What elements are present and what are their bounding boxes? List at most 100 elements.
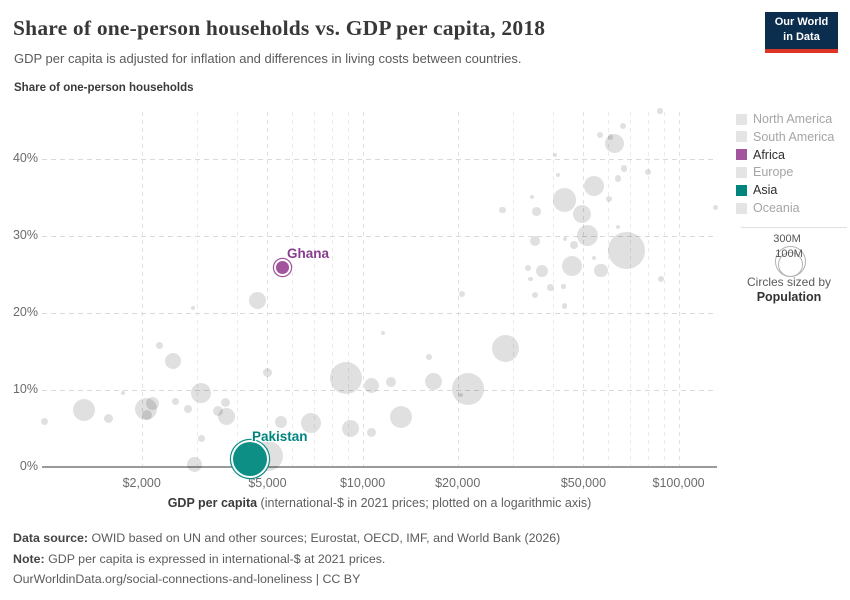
data-point[interactable] xyxy=(301,412,322,433)
data-point[interactable] xyxy=(458,392,463,398)
legend-item-oceania[interactable]: Oceania xyxy=(736,200,800,216)
data-point-pakistan[interactable] xyxy=(232,441,268,477)
data-point[interactable] xyxy=(197,434,205,442)
data-point[interactable] xyxy=(385,377,396,388)
footer-citation-link[interactable]: OurWorldinData.org/social-connections-an… xyxy=(13,572,361,586)
data-point[interactable] xyxy=(562,236,568,242)
data-point[interactable] xyxy=(562,256,582,277)
data-point[interactable] xyxy=(529,235,540,246)
data-point[interactable] xyxy=(644,168,651,175)
data-point[interactable] xyxy=(561,303,568,309)
data-point[interactable] xyxy=(164,353,181,370)
data-point[interactable] xyxy=(536,264,549,277)
data-point[interactable] xyxy=(367,428,377,438)
data-point[interactable] xyxy=(552,153,557,158)
legend-divider xyxy=(741,227,847,228)
data-point[interactable] xyxy=(657,275,665,283)
data-point[interactable] xyxy=(547,284,555,291)
data-point[interactable] xyxy=(583,176,604,197)
data-point[interactable] xyxy=(620,165,628,172)
data-point[interactable] xyxy=(524,264,531,271)
data-point[interactable] xyxy=(183,404,192,413)
data-point[interactable] xyxy=(594,263,608,278)
legend-item-label: Oceania xyxy=(753,201,800,215)
data-point[interactable] xyxy=(341,420,359,438)
data-point[interactable] xyxy=(607,232,645,269)
data-point[interactable] xyxy=(451,372,484,405)
data-point[interactable] xyxy=(141,410,152,421)
data-point[interactable] xyxy=(134,397,157,420)
x-tick-label: $100,000 xyxy=(652,476,705,490)
data-point[interactable] xyxy=(221,398,231,408)
data-point[interactable] xyxy=(190,382,211,403)
data-point[interactable] xyxy=(425,372,443,390)
data-point[interactable] xyxy=(552,188,577,212)
size-legend-circle-small xyxy=(777,251,803,277)
gridline-x-major xyxy=(678,112,680,466)
data-point[interactable] xyxy=(187,456,203,472)
data-point[interactable] xyxy=(529,194,534,199)
data-point[interactable] xyxy=(41,417,48,425)
data-point[interactable] xyxy=(570,241,579,250)
data-point[interactable] xyxy=(615,224,621,230)
legend-item-europe[interactable]: Europe xyxy=(736,164,793,180)
data-point[interactable] xyxy=(531,292,538,299)
size-legend-small-label: 100M xyxy=(775,248,803,260)
data-point[interactable] xyxy=(190,306,196,311)
footer-note-line: Note: GDP per capita is expressed in int… xyxy=(13,549,813,570)
data-point[interactable] xyxy=(275,415,288,428)
data-point[interactable] xyxy=(120,390,126,395)
data-point[interactable] xyxy=(330,362,363,395)
legend-item-north-america[interactable]: North America xyxy=(736,111,832,127)
legend-item-label: Africa xyxy=(753,147,785,162)
data-point[interactable] xyxy=(608,134,614,140)
data-point[interactable] xyxy=(491,335,519,363)
data-point[interactable] xyxy=(614,175,622,182)
data-point[interactable] xyxy=(213,406,224,417)
footer-note-text: GDP per capita is expressed in internati… xyxy=(44,551,386,566)
data-point[interactable] xyxy=(156,342,164,350)
data-point[interactable] xyxy=(712,204,719,211)
country-label-ghana[interactable]: Ghana xyxy=(286,245,329,261)
data-point[interactable] xyxy=(596,131,603,138)
legend-swatch xyxy=(736,184,747,196)
data-point[interactable] xyxy=(380,330,386,336)
data-point[interactable] xyxy=(528,276,533,282)
data-point[interactable] xyxy=(576,224,599,247)
x-tick-label: $50,000 xyxy=(560,476,607,490)
data-point[interactable] xyxy=(592,256,597,261)
data-point[interactable] xyxy=(389,405,412,428)
data-point-ghana[interactable] xyxy=(275,260,289,275)
owid-logo[interactable]: Our World in Data xyxy=(765,12,838,53)
data-point[interactable] xyxy=(364,377,380,393)
legend-item-label: Asia xyxy=(753,183,778,198)
data-point[interactable] xyxy=(171,398,179,406)
chart-subtitle: GDP per capita is adjusted for inflation… xyxy=(14,51,522,66)
data-point[interactable] xyxy=(499,206,506,214)
data-point[interactable] xyxy=(532,207,541,216)
size-caption-text: Circles sized by xyxy=(746,275,832,289)
data-point[interactable] xyxy=(73,399,96,422)
data-point[interactable] xyxy=(605,196,612,203)
gridline-x-major xyxy=(141,112,143,466)
gridline-x-major xyxy=(362,112,364,466)
data-point[interactable] xyxy=(104,413,114,423)
page-title: Share of one-person households vs. GDP p… xyxy=(13,16,546,40)
gridline-x-minor xyxy=(292,112,294,466)
legend-item-africa[interactable]: Africa xyxy=(736,147,785,163)
data-point[interactable] xyxy=(458,290,465,297)
data-point[interactable] xyxy=(425,354,432,361)
data-point[interactable] xyxy=(619,123,626,130)
country-label-pakistan[interactable]: Pakistan xyxy=(252,429,308,445)
data-point[interactable] xyxy=(555,173,560,178)
data-point[interactable] xyxy=(218,408,236,426)
data-point[interactable] xyxy=(248,292,266,310)
data-point[interactable] xyxy=(572,204,592,224)
legend-item-south-america[interactable]: South America xyxy=(736,129,834,145)
data-point[interactable] xyxy=(657,108,663,114)
data-point[interactable] xyxy=(605,134,624,154)
data-point[interactable] xyxy=(263,368,273,378)
legend-item-asia[interactable]: Asia xyxy=(736,182,777,198)
data-point[interactable] xyxy=(561,284,566,290)
data-point[interactable] xyxy=(145,397,159,411)
